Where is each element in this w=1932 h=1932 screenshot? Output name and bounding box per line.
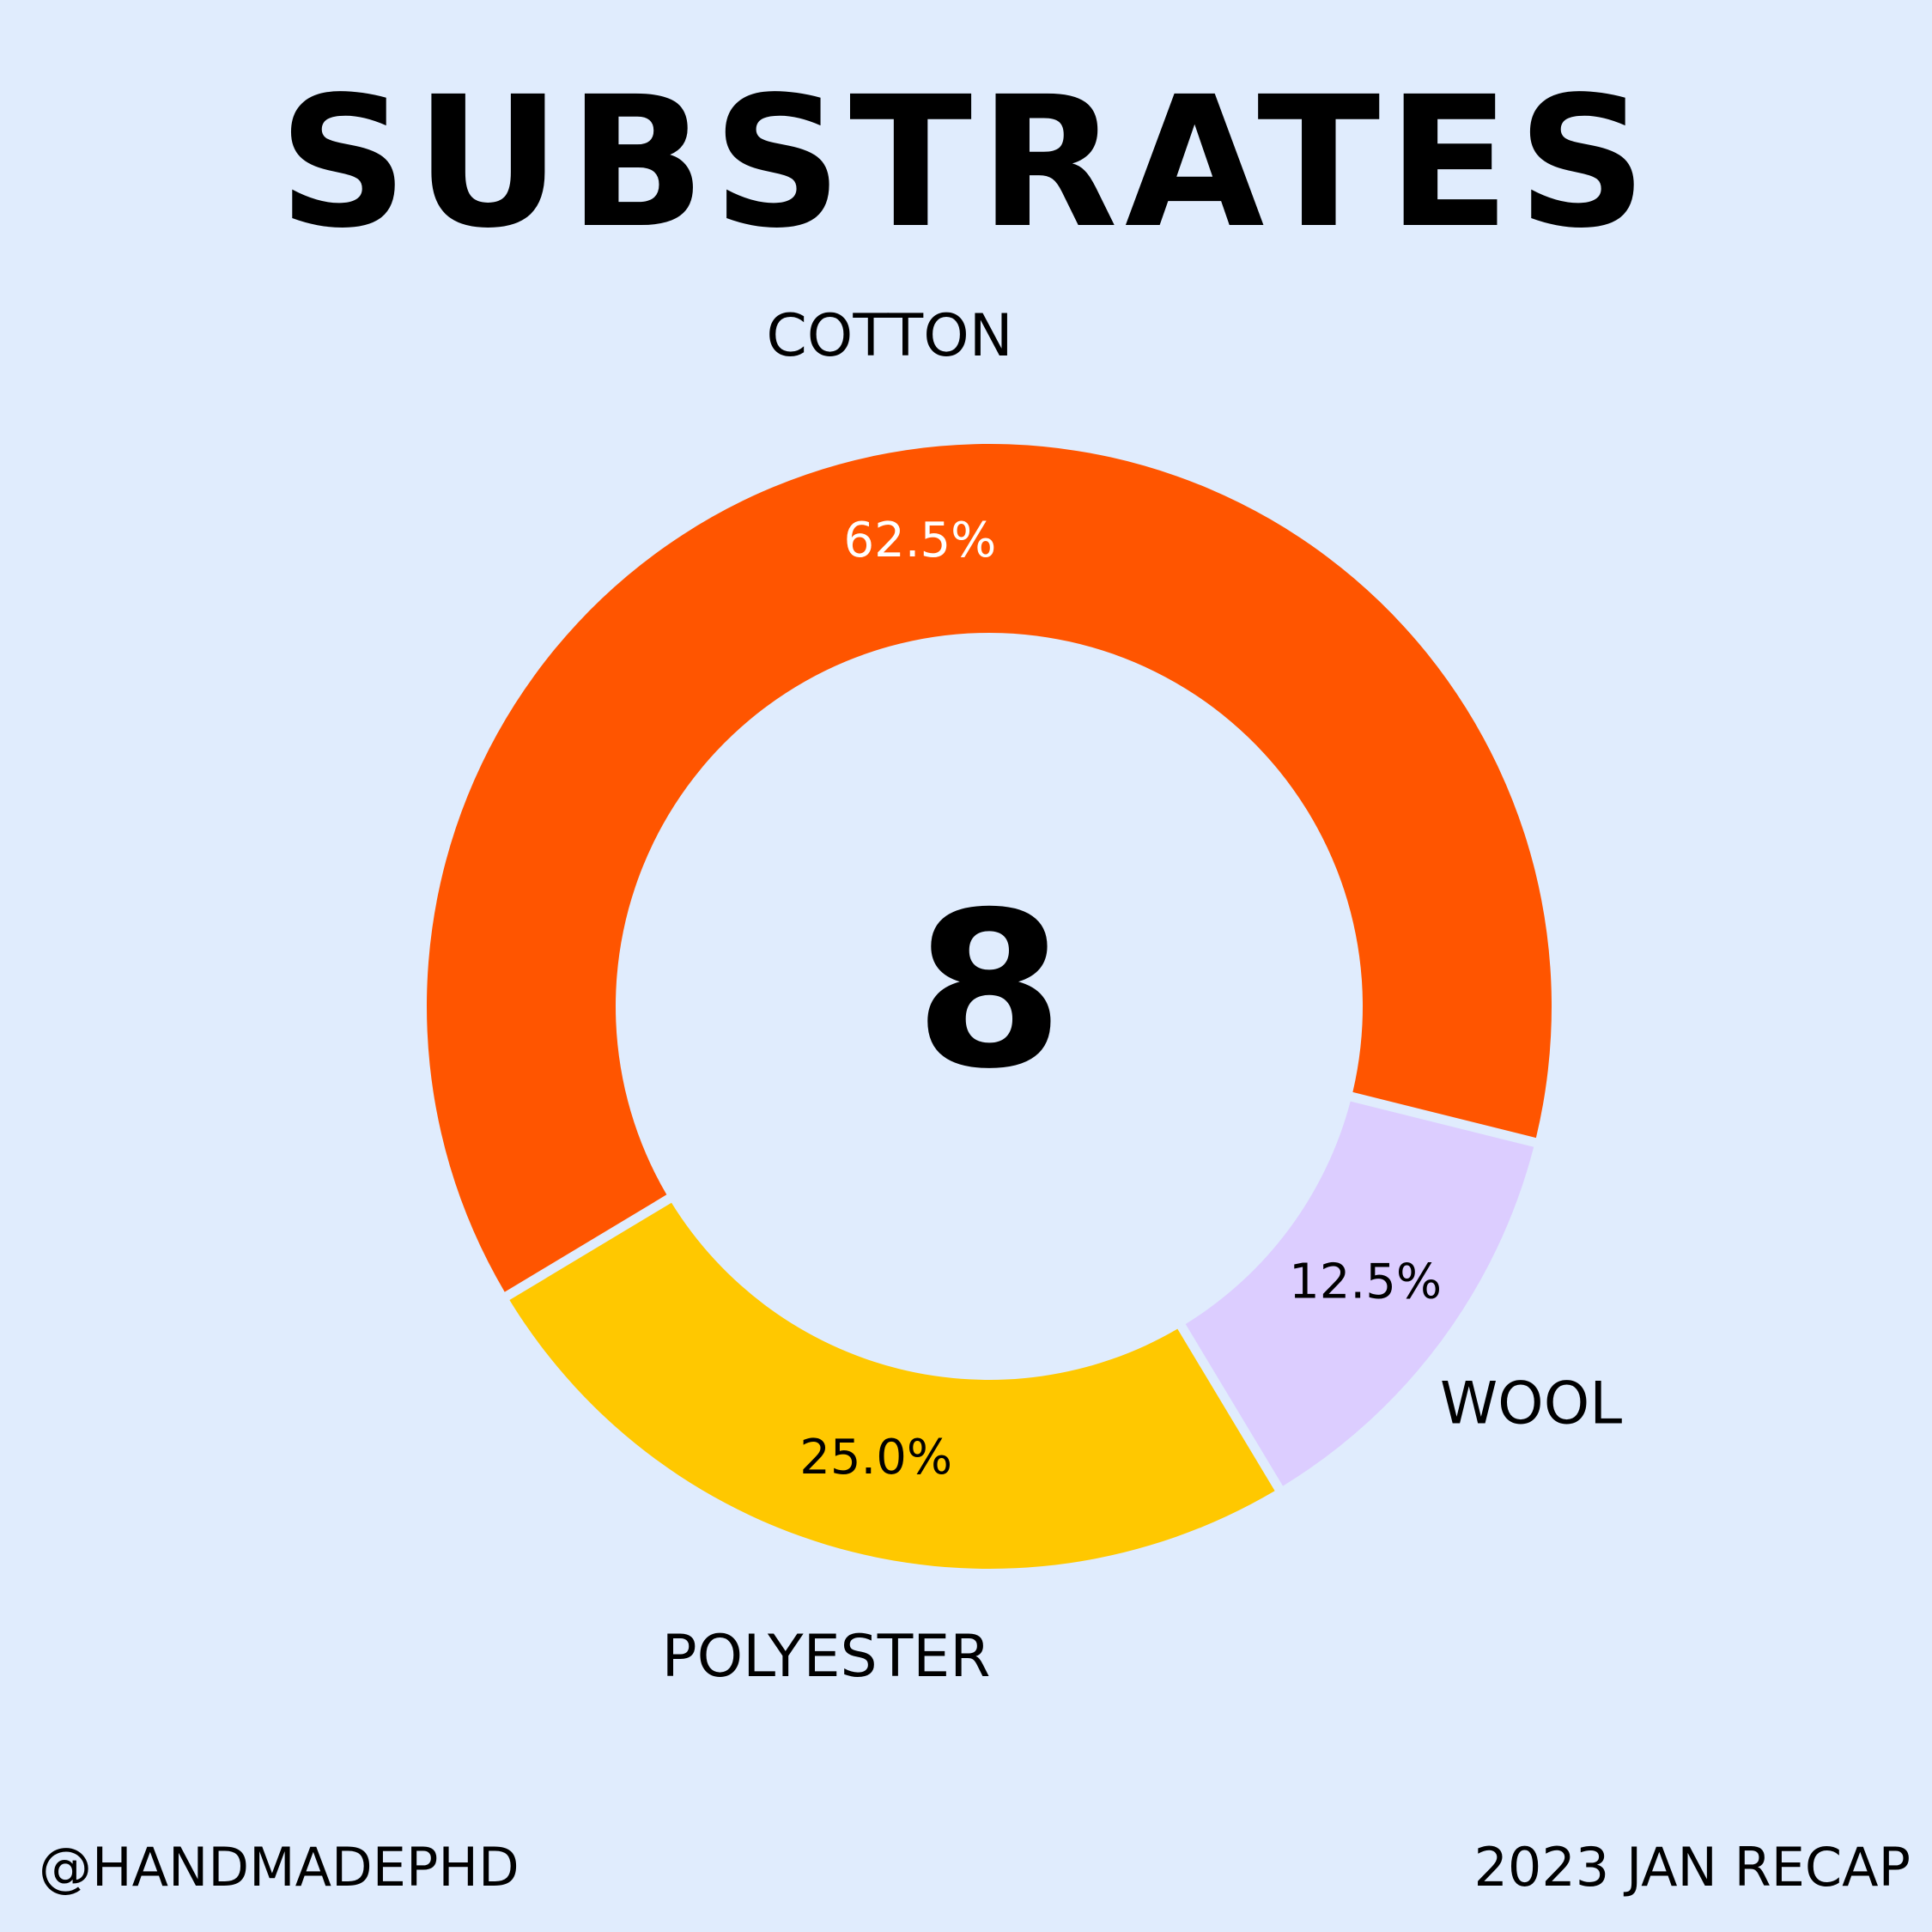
donut-slices (426, 443, 1552, 1569)
donut-labels: 62.5% COTTON 25.0% POLYESTER 12.5% WOOL (662, 302, 1623, 1691)
slice-cotton (426, 443, 1552, 1292)
slice-polyester (509, 1202, 1275, 1569)
data-label-wool: 12.5% (1289, 1254, 1442, 1309)
page-title: SUBSTRATES (277, 58, 1655, 268)
category-label-polyester: POLYESTER (662, 1623, 991, 1691)
center-total-label: 8 (914, 866, 1064, 1115)
footer-handle: @HANDMADEPHD (39, 1836, 519, 1899)
category-label-wool: WOOL (1440, 1370, 1622, 1437)
footer-recap: 2023 JAN RECAP (1473, 1836, 1911, 1899)
data-label-polyester: 25.0% (799, 1430, 952, 1485)
slice-wool (1185, 1101, 1534, 1486)
category-label-cotton: COTTON (766, 302, 1012, 370)
data-label-cotton: 62.5% (843, 513, 996, 568)
